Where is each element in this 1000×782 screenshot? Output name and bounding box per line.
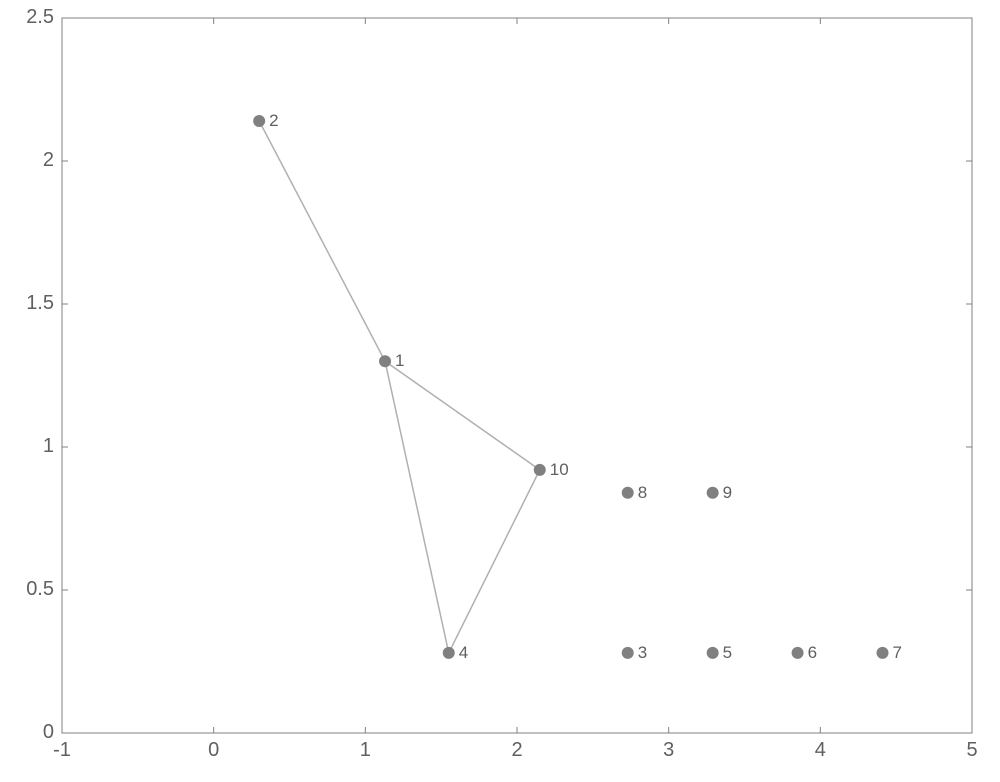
- node-label: 10: [550, 460, 569, 480]
- node-point: [792, 647, 804, 659]
- node-point: [443, 647, 455, 659]
- edge: [449, 470, 540, 653]
- node-point: [707, 487, 719, 499]
- node-label: 4: [459, 643, 468, 663]
- node-point: [379, 355, 391, 367]
- edge: [259, 121, 385, 361]
- node-label: 6: [808, 643, 817, 663]
- x-tick-label: 0: [194, 739, 234, 762]
- y-tick-label: 2: [43, 149, 54, 172]
- y-tick-label: 1: [43, 435, 54, 458]
- y-tick-label: 0.5: [26, 578, 54, 601]
- node-label: 1: [395, 351, 404, 371]
- plot-border: [62, 18, 972, 733]
- x-tick-label: 1: [345, 739, 385, 762]
- node-point: [707, 647, 719, 659]
- x-tick-label: 2: [497, 739, 537, 762]
- node-label: 5: [723, 643, 732, 663]
- node-label: 7: [893, 643, 902, 663]
- chart-svg: [0, 0, 1000, 782]
- node-point: [253, 115, 265, 127]
- node-point: [877, 647, 889, 659]
- node-label: 3: [638, 643, 647, 663]
- edge: [385, 361, 540, 470]
- node-point: [622, 647, 634, 659]
- node-point: [534, 464, 546, 476]
- node-point: [622, 487, 634, 499]
- edge: [385, 361, 449, 653]
- chart-root: -101234500.511.522.512345678910: [0, 0, 1000, 782]
- x-tick-label: 5: [952, 739, 992, 762]
- y-tick-label: 1.5: [26, 292, 54, 315]
- node-label: 2: [269, 111, 278, 131]
- x-tick-label: 4: [800, 739, 840, 762]
- node-label: 8: [638, 483, 647, 503]
- node-label: 9: [723, 483, 732, 503]
- y-tick-label: 2.5: [26, 6, 54, 29]
- x-tick-label: 3: [649, 739, 689, 762]
- y-tick-label: 0: [43, 721, 54, 744]
